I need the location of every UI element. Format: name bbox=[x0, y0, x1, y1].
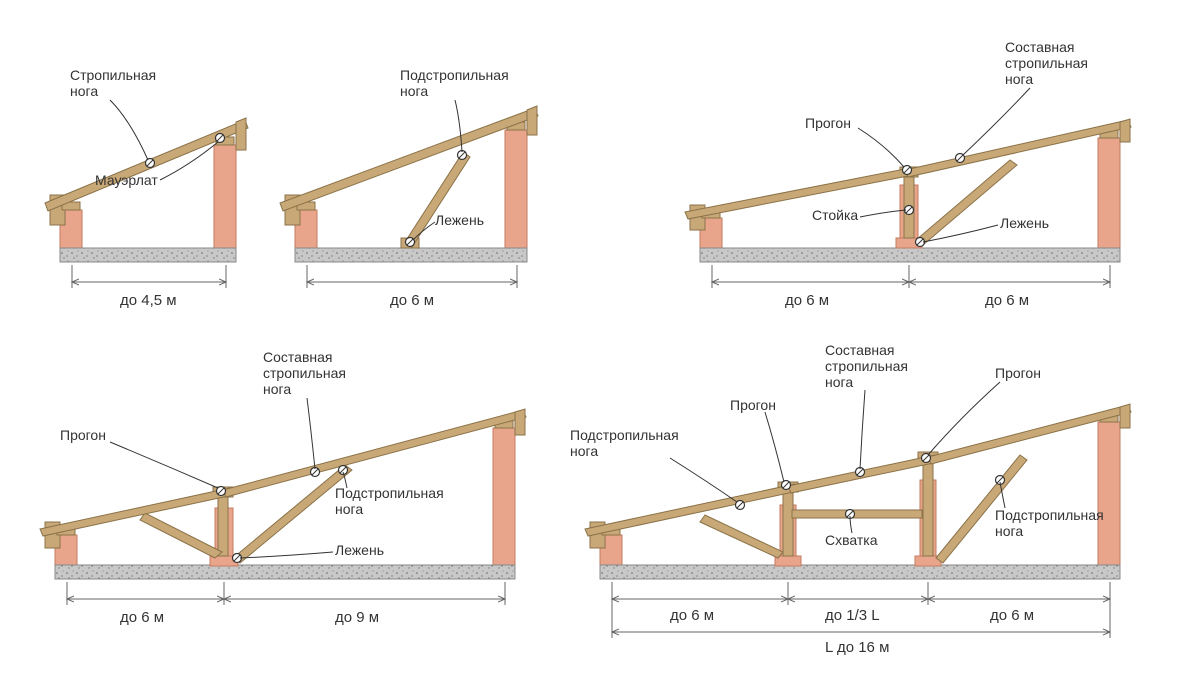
label-strut1-5: Подстропильнаянога bbox=[570, 427, 679, 459]
label-stoika: Стойка bbox=[812, 207, 858, 223]
svg-text:до 6 м: до 6 м bbox=[120, 609, 164, 626]
label-progon: Прогон bbox=[805, 115, 851, 131]
svg-text:до 6 м: до 6 м bbox=[785, 292, 829, 309]
label-lezhen-4: Лежень bbox=[335, 542, 384, 558]
diagram-1: Стропильнаянога Мауэрлат до 4,5 м bbox=[45, 67, 248, 309]
label-lezhen-3: Лежень bbox=[1000, 215, 1049, 231]
label-rafter: Стропильнаянога bbox=[70, 67, 156, 99]
label-progon-4: Прогон bbox=[60, 427, 106, 443]
dim-2: до 6 м bbox=[390, 292, 434, 309]
label-strut: Подстропильнаянога bbox=[400, 67, 509, 99]
dim-1: до 4,5 м bbox=[120, 292, 177, 309]
diagram-3: Составнаястропильнаянога Прогон Стойка Л… bbox=[685, 39, 1131, 309]
dim-total: L до 16 м bbox=[825, 639, 889, 656]
label-lezhen: Лежень bbox=[435, 212, 484, 228]
label-comp-rafter-5: Составнаястропильнаянога bbox=[825, 342, 908, 390]
svg-text:до 9 м: до 9 м bbox=[335, 609, 379, 626]
label-comp-rafter: Составнаястропильнаянога bbox=[1005, 39, 1088, 87]
label-mauerlat: Мауэрлат bbox=[95, 172, 158, 188]
label-comp-rafter-4: Составнаястропильнаянога bbox=[263, 349, 346, 397]
diagram-5: Подстропильнаянога Прогон Составнаястроп… bbox=[570, 342, 1131, 656]
svg-text:до 6 м: до 6 м bbox=[670, 607, 714, 624]
label-strut2-5: Подстропильнаянога bbox=[995, 507, 1104, 539]
diagram-4: Прогон Составнаястропильнаянога Подстроп… bbox=[40, 349, 526, 626]
diagram-2: Подстропильнаянога Лежень до 6 м bbox=[280, 67, 538, 309]
svg-text:до 1/3 L: до 1/3 L bbox=[825, 607, 880, 624]
label-progon2-5: Прогон bbox=[995, 365, 1041, 381]
svg-text:до 6 м: до 6 м bbox=[990, 607, 1034, 624]
label-strut-4: Подстропильнаянога bbox=[335, 485, 444, 517]
svg-text:до 6 м: до 6 м bbox=[985, 292, 1029, 309]
label-skhvatka: Схватка bbox=[825, 532, 878, 548]
rafter-systems-diagram: Стропильнаянога Мауэрлат до 4,5 м Подстр… bbox=[0, 0, 1200, 675]
label-progon1-5: Прогон bbox=[730, 397, 776, 413]
